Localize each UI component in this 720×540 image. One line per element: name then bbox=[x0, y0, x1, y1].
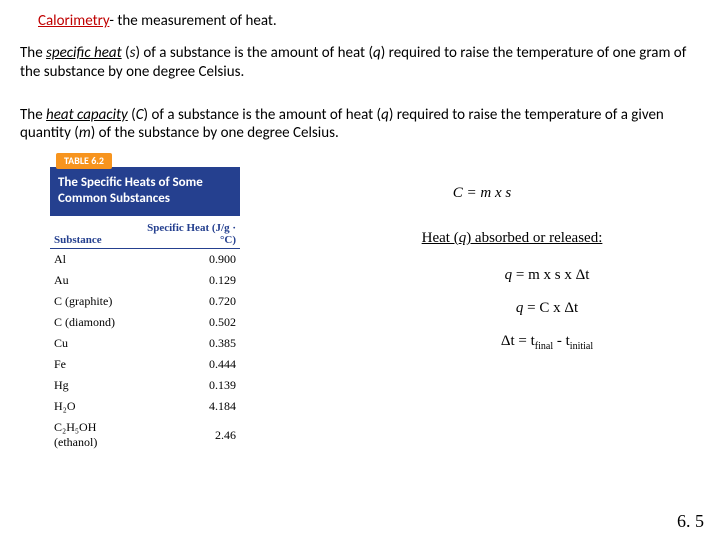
cell-value: 0.720 bbox=[139, 291, 240, 312]
cell-value: 0.444 bbox=[139, 354, 240, 375]
cell-substance: Al bbox=[50, 249, 139, 271]
p2-term: heat capacity bbox=[46, 106, 128, 124]
table-row: Au0.129 bbox=[50, 270, 240, 291]
table-row: Al0.900 bbox=[50, 249, 240, 271]
eq4-sub1: final bbox=[535, 341, 553, 352]
p2-s2: q bbox=[381, 106, 389, 124]
eq-C-ms: C = m x s bbox=[264, 185, 700, 202]
p1-s2: q bbox=[373, 44, 381, 62]
sh-pre: Heat ( bbox=[422, 230, 459, 246]
sh-table: Substance Specific Heat (J/g · °C) Al0.9… bbox=[50, 216, 240, 453]
p2-s3: m bbox=[79, 124, 91, 142]
equations-block: q = m x s x Δt q = C x Δt Δt = tfinal - … bbox=[394, 267, 700, 352]
table-header: TABLE 6.2 The Specific Heats of Some Com… bbox=[50, 167, 240, 216]
table-tag: TABLE 6.2 bbox=[56, 153, 112, 169]
cell-value: 0.129 bbox=[139, 270, 240, 291]
eq4-sub2: initial bbox=[570, 341, 593, 352]
col-substance: Substance bbox=[50, 216, 139, 249]
eq-dt: Δt = tfinal - tinitial bbox=[394, 333, 700, 352]
equations-col: C = m x s Heat (q) absorbed or released:… bbox=[264, 167, 700, 453]
title-rest: - the measurement of heat. bbox=[109, 12, 276, 30]
cell-substance: Fe bbox=[50, 354, 139, 375]
para-heat-capacity: The heat capacity (C) of a substance is … bbox=[20, 106, 700, 144]
cell-substance: C (diamond) bbox=[50, 312, 139, 333]
p1-m1: ( bbox=[122, 44, 130, 62]
eq4-lhs: Δt = t bbox=[501, 333, 535, 349]
cell-value: 0.900 bbox=[139, 249, 240, 271]
eq-q-ms-dt: q = m x s x Δt bbox=[394, 267, 700, 284]
table-title: The Specific Heats of Some Common Substa… bbox=[58, 175, 232, 206]
cell-value: 0.139 bbox=[139, 375, 240, 396]
cell-substance: H₂O bbox=[50, 396, 139, 417]
p1-term: specific heat bbox=[46, 44, 122, 62]
table-row: H₂O4.184 bbox=[50, 396, 240, 417]
table-row: C₂H₅OH (ethanol)2.46 bbox=[50, 417, 240, 453]
cell-value: 0.385 bbox=[139, 333, 240, 354]
table-row: Cu0.385 bbox=[50, 333, 240, 354]
eq2-rhs: = m x s x Δt bbox=[512, 267, 589, 283]
heat-absorbed-heading: Heat (q) absorbed or released: bbox=[324, 230, 700, 247]
table-row: C (diamond)0.502 bbox=[50, 312, 240, 333]
specific-heat-table: TABLE 6.2 The Specific Heats of Some Com… bbox=[50, 167, 240, 453]
eq3-rhs: = C x Δt bbox=[523, 300, 578, 316]
cell-substance: Cu bbox=[50, 333, 139, 354]
cell-substance: C (graphite) bbox=[50, 291, 139, 312]
cell-substance: C₂H₅OH (ethanol) bbox=[50, 417, 139, 453]
cell-substance: Au bbox=[50, 270, 139, 291]
page-number: 6. 5 bbox=[677, 511, 704, 532]
p2-m2: ) of a substance is the amount of heat ( bbox=[144, 106, 382, 124]
sh-post: ) absorbed or released: bbox=[466, 230, 602, 246]
para-specific-heat: The specific heat (s) of a substance is … bbox=[20, 44, 700, 82]
p1-m2: ) of a substance is the amount of heat ( bbox=[135, 44, 373, 62]
cell-value: 2.46 bbox=[139, 417, 240, 453]
table-row: C (graphite)0.720 bbox=[50, 291, 240, 312]
col-specific-heat: Specific Heat (J/g · °C) bbox=[139, 216, 240, 249]
cell-value: 4.184 bbox=[139, 396, 240, 417]
eq-q-C-dt: q = C x Δt bbox=[394, 300, 700, 317]
cell-value: 0.502 bbox=[139, 312, 240, 333]
title-term: Calorimetry bbox=[38, 12, 109, 30]
cell-substance: Hg bbox=[50, 375, 139, 396]
eq2-lhs: q bbox=[505, 267, 513, 283]
p1-pre: The bbox=[20, 44, 46, 62]
page-title: Calorimetry- the measurement of heat. bbox=[20, 12, 700, 30]
p2-m1: ( bbox=[128, 106, 136, 124]
eq4-mid: - t bbox=[553, 333, 570, 349]
p2-s1: C bbox=[136, 106, 144, 124]
p2-pre: The bbox=[20, 106, 46, 124]
table-row: Fe0.444 bbox=[50, 354, 240, 375]
p2-post: ) of the substance by one degree Celsius… bbox=[91, 124, 339, 142]
table-row: Hg0.139 bbox=[50, 375, 240, 396]
content-row: TABLE 6.2 The Specific Heats of Some Com… bbox=[20, 167, 700, 453]
